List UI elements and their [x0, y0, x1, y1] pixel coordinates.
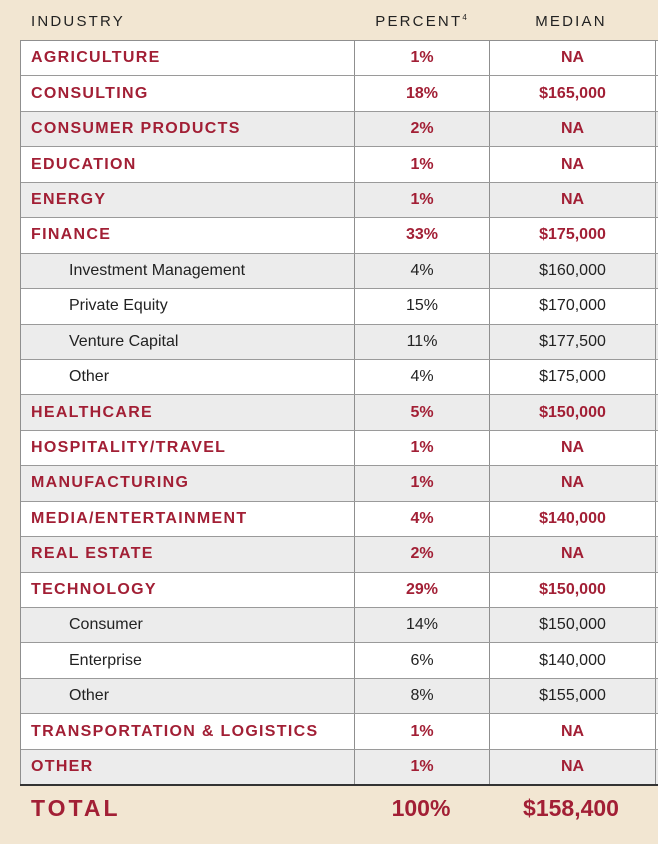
table-row: Investment Management 4% $160,000 [21, 253, 658, 290]
median-cell: $140,000 [490, 501, 656, 537]
table-row: CONSUMER PRODUCTS 2% NA [21, 111, 658, 148]
percent-cell: 1% [355, 430, 490, 466]
median-cell: NA [490, 430, 656, 466]
median-cell: $150,000 [490, 395, 656, 430]
total-median: $158,400 [523, 795, 619, 821]
table-row: TRANSPORTATION & LOGISTICS 1% NA [21, 714, 658, 750]
industry-cell: AGRICULTURE [21, 41, 355, 76]
percent-cell: 4% [355, 501, 490, 537]
percent-cell: 11% [355, 324, 490, 359]
percent-cell: 4% [355, 359, 490, 395]
industry-cell: REAL ESTATE [21, 537, 355, 572]
industry-cell: TECHNOLOGY [21, 572, 355, 607]
median-cell: $175,000 [490, 218, 656, 253]
table-row: TECHNOLOGY 29% $150,000 [21, 572, 658, 608]
percent-cell: 6% [355, 643, 490, 678]
median-cell: $155,000 [490, 678, 656, 714]
table-row: Enterprise 6% $140,000 [21, 643, 658, 679]
industry-cell: Other [21, 359, 355, 395]
industry-cell: OTHER [21, 749, 355, 786]
table-row: CONSULTING 18% $165,000 [21, 76, 658, 112]
header-percent-footnote: 4 [462, 13, 467, 22]
table-row: HEALTHCARE 5% $150,000 [21, 395, 658, 431]
percent-cell: 5% [355, 395, 490, 430]
header-industry: INDUSTRY [31, 13, 125, 30]
industry-cell: ENERGY [21, 182, 355, 218]
industry-cell: HOSPITALITY/TRAVEL [21, 430, 355, 466]
percent-cell: 2% [355, 111, 490, 147]
table-header: INDUSTRY PERCENT4 MEDIAN [0, 0, 658, 40]
median-cell: NA [490, 41, 656, 76]
industry-table: AGRICULTURE 1% NA CONSULTING 18% $165,00… [20, 40, 658, 786]
industry-cell: HEALTHCARE [21, 395, 355, 430]
percent-cell: 14% [355, 608, 490, 643]
median-cell: NA [490, 466, 656, 501]
industry-cell: Consumer [21, 608, 355, 643]
percent-cell: 15% [355, 289, 490, 324]
total-label: TOTAL [31, 795, 121, 821]
percent-cell: 18% [355, 76, 490, 111]
median-cell: $150,000 [490, 572, 656, 607]
percent-cell: 1% [355, 182, 490, 218]
table-row: Private Equity 15% $170,000 [21, 289, 658, 325]
percent-cell: 2% [355, 537, 490, 572]
industry-cell: Venture Capital [21, 324, 355, 359]
percent-cell: 29% [355, 572, 490, 607]
median-cell: NA [490, 111, 656, 147]
percent-cell: 1% [355, 749, 490, 786]
table-row: HOSPITALITY/TRAVEL 1% NA [21, 430, 658, 467]
industry-cell: TRANSPORTATION & LOGISTICS [21, 714, 355, 749]
table-row: AGRICULTURE 1% NA [21, 41, 658, 77]
median-cell: NA [490, 182, 656, 218]
table-row: Other 8% $155,000 [21, 678, 658, 715]
median-cell: $140,000 [490, 643, 656, 678]
table-row: Other 4% $175,000 [21, 359, 658, 396]
table-row: ENERGY 1% NA [21, 182, 658, 219]
industry-cell: Investment Management [21, 253, 355, 289]
median-cell: $150,000 [490, 608, 656, 643]
table-row: REAL ESTATE 2% NA [21, 537, 658, 573]
total-rule [20, 784, 658, 786]
table-row: FINANCE 33% $175,000 [21, 218, 658, 254]
table-row: Venture Capital 11% $177,500 [21, 324, 658, 360]
header-median: MEDIAN [535, 13, 607, 30]
percent-cell: 1% [355, 714, 490, 749]
industry-cell: MEDIA/ENTERTAINMENT [21, 501, 355, 537]
table-row: EDUCATION 1% NA [21, 147, 658, 183]
percent-cell: 33% [355, 218, 490, 253]
total-percent: 100% [391, 795, 451, 821]
header-percent-label: PERCENT [375, 13, 463, 30]
median-cell: $170,000 [490, 289, 656, 324]
industry-cell: Private Equity [21, 289, 355, 324]
table-row: OTHER 1% NA [21, 749, 658, 786]
median-cell: $177,500 [490, 324, 656, 359]
median-cell: NA [490, 537, 656, 572]
median-cell: $175,000 [490, 359, 656, 395]
industry-cell: Enterprise [21, 643, 355, 678]
median-cell: $165,000 [490, 76, 656, 111]
median-cell: NA [490, 749, 656, 786]
total-row: TOTAL 100% $158,400 [0, 786, 658, 830]
median-cell: NA [490, 714, 656, 749]
table-row: MANUFACTURING 1% NA [21, 466, 658, 502]
median-cell: NA [490, 147, 656, 182]
industry-cell: EDUCATION [21, 147, 355, 182]
percent-cell: 1% [355, 41, 490, 76]
table-row: Consumer 14% $150,000 [21, 608, 658, 644]
percent-cell: 1% [355, 466, 490, 501]
table-row: MEDIA/ENTERTAINMENT 4% $140,000 [21, 501, 658, 538]
industry-cell: MANUFACTURING [21, 466, 355, 501]
industry-cell: FINANCE [21, 218, 355, 253]
industry-cell: CONSUMER PRODUCTS [21, 111, 355, 147]
percent-cell: 8% [355, 678, 490, 714]
median-cell: $160,000 [490, 253, 656, 289]
percent-cell: 1% [355, 147, 490, 182]
industry-cell: CONSULTING [21, 76, 355, 111]
header-percent: PERCENT4 [354, 13, 488, 30]
percent-cell: 4% [355, 253, 490, 289]
industry-cell: Other [21, 678, 355, 714]
